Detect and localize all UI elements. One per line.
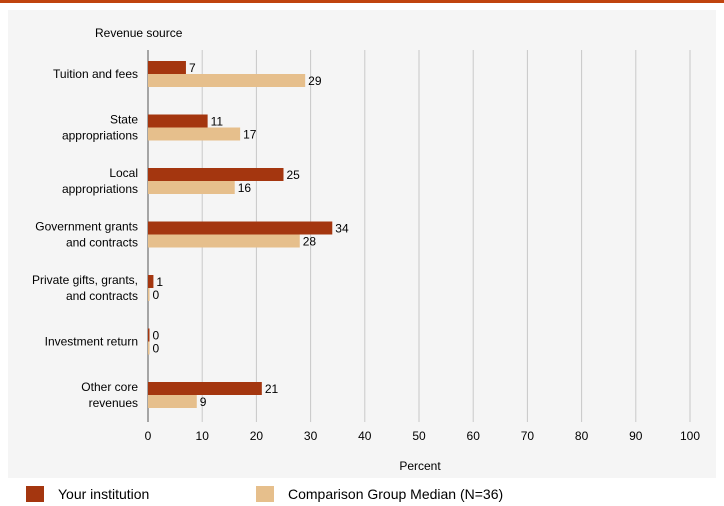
- bar-value-label: 25: [287, 168, 301, 182]
- bar-comparison-median: [148, 341, 150, 355]
- category-label: Other core revenues: [81, 380, 138, 410]
- x-tick-label: 100: [680, 429, 700, 443]
- bar-your-institution: [148, 382, 262, 395]
- x-tick-label: 80: [575, 429, 589, 443]
- bar-value-label: 7: [189, 61, 196, 75]
- legend-swatch: [26, 486, 44, 502]
- bar-comparison-median: [148, 181, 235, 194]
- top-rule: [0, 0, 724, 3]
- bar-your-institution: [148, 114, 208, 128]
- legend-item-comparison-median: Comparison Group Median (N=36): [256, 486, 503, 502]
- legend-swatch: [256, 486, 274, 502]
- x-tick-label: 40: [358, 429, 372, 443]
- tick-layer: 0 10 20 30 40 50 60 70 80 90 100: [145, 429, 701, 443]
- bar-your-institution: [148, 61, 186, 74]
- x-tick-label: 30: [304, 429, 318, 443]
- bar-value-label: 11: [211, 115, 224, 129]
- bar-your-institution: [148, 168, 284, 181]
- category-label: Tuition and fees: [53, 67, 138, 81]
- x-axis-title: Percent: [399, 459, 441, 473]
- bar-value-label: 0: [153, 342, 160, 356]
- category-label: State appropriations: [62, 113, 138, 143]
- x-tick-label: 60: [467, 429, 481, 443]
- bar-value-label: 9: [200, 395, 207, 409]
- bar-layer: [148, 61, 333, 408]
- category-label: Local appropriations: [62, 166, 138, 196]
- bar-value-label: 16: [238, 181, 252, 195]
- category-label: Government grants and contracts: [35, 220, 138, 250]
- bar-value-label: 28: [303, 235, 317, 249]
- x-tick-label: 10: [196, 429, 210, 443]
- bar-value-label: 0: [153, 288, 160, 302]
- bar-comparison-median: [148, 74, 306, 87]
- legend-item-your-institution: Your institution: [26, 486, 149, 502]
- bar-comparison-median: [148, 395, 197, 408]
- x-tick-label: 90: [629, 429, 643, 443]
- legend-label: Your institution: [58, 486, 150, 502]
- x-tick-label: 70: [521, 429, 535, 443]
- category-label: Investment return: [45, 335, 138, 349]
- bar-chart: Revenue source Tuition and fees 7 29 State a…: [32, 26, 701, 473]
- legend-label: Comparison Group Median (N=36): [288, 486, 504, 502]
- bar-value-label: 17: [243, 128, 257, 142]
- bar-comparison-median: [148, 234, 300, 248]
- grid-layer: [147, 50, 691, 422]
- x-tick-label: 0: [145, 429, 152, 443]
- x-tick-label: 50: [412, 429, 426, 443]
- bar-value-label: 29: [308, 74, 322, 88]
- bar-comparison-median: [148, 288, 150, 301]
- bar-comparison-median: [148, 127, 241, 141]
- bar-value-label: 21: [265, 382, 279, 396]
- bar-your-institution: [148, 221, 333, 235]
- bar-value-label: 34: [335, 222, 349, 236]
- bar-your-institution: [148, 275, 154, 288]
- category-axis-title: Revenue source: [95, 26, 183, 40]
- plot-panel: [8, 10, 716, 478]
- category-label: Private gifts, grants, and contracts: [32, 273, 138, 303]
- x-tick-label: 20: [250, 429, 264, 443]
- bar-value-label: 0: [153, 329, 160, 343]
- bar-your-institution: [148, 328, 150, 342]
- bar-value-label: 1: [156, 275, 163, 289]
